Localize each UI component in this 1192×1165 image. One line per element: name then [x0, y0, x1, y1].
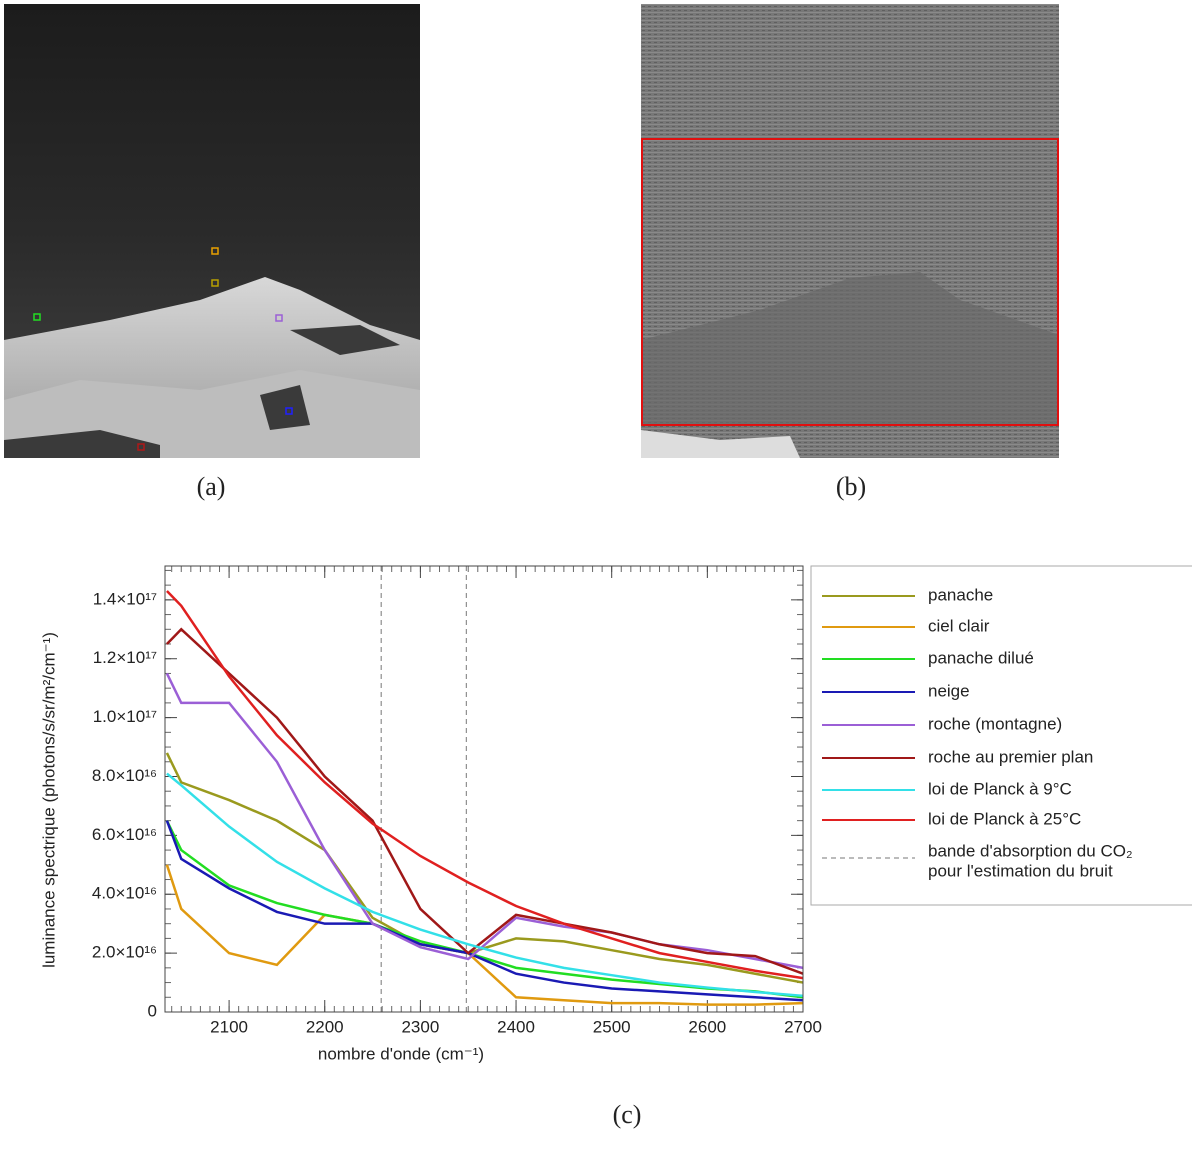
- legend-label: panache dilué: [928, 648, 1034, 667]
- series-line: [166, 772, 804, 998]
- x-tick-label: 2300: [401, 1017, 439, 1036]
- y-tick-label: 1.0×10¹⁷: [93, 707, 157, 726]
- legend-label: neige: [928, 681, 970, 700]
- y-axis-label: luminance spectrique (photons/s/sr/m²/cm…: [39, 632, 58, 968]
- y-tick-label: 6.0×10¹⁶: [92, 825, 157, 844]
- caption: (c): [613, 1100, 642, 1129]
- series-line: [165, 672, 804, 970]
- x-tick-label: 2200: [306, 1017, 344, 1036]
- series-line: [166, 590, 804, 980]
- plot-frame: [164, 565, 804, 1013]
- x-tick-label: 2700: [784, 1017, 822, 1036]
- legend-label: roche au premier plan: [928, 747, 1093, 766]
- legend-label: bande d'absorption du CO₂: [928, 841, 1133, 860]
- series-line: [165, 820, 804, 999]
- x-tick-label: 2100: [210, 1017, 248, 1036]
- legend-label: roche (montagne): [928, 714, 1062, 733]
- legend-label: loi de Planck à 25°C: [928, 809, 1081, 828]
- series-line: [165, 864, 804, 1006]
- y-tick-label: 1.2×10¹⁷: [93, 648, 157, 667]
- series-line: [166, 627, 804, 975]
- y-tick-label: 8.0×10¹⁶: [92, 766, 157, 785]
- y-tick-label: 0: [148, 1001, 157, 1020]
- y-tick-label: 2.0×10¹⁶: [92, 943, 157, 962]
- image-a: [4, 4, 420, 458]
- y-tick-label: 4.0×10¹⁶: [92, 884, 157, 903]
- legend-label: pour l'estimation du bruit: [928, 861, 1113, 880]
- x-axis-label: nombre d'onde (cm⁻¹): [318, 1044, 484, 1063]
- legend-label: panache: [928, 585, 993, 604]
- x-tick-label: 2400: [497, 1017, 535, 1036]
- legend-label: ciel clair: [928, 616, 990, 635]
- legend-label: loi de Planck à 9°C: [928, 779, 1072, 798]
- legend-box: [810, 565, 1192, 906]
- x-tick-label: 2600: [688, 1017, 726, 1036]
- x-tick-label: 2500: [593, 1017, 631, 1036]
- series-line: [165, 820, 804, 1002]
- image-b: [641, 4, 1059, 458]
- caption: (b): [836, 472, 866, 501]
- y-tick-label: 1.4×10¹⁷: [93, 589, 157, 608]
- caption: (a): [197, 472, 226, 501]
